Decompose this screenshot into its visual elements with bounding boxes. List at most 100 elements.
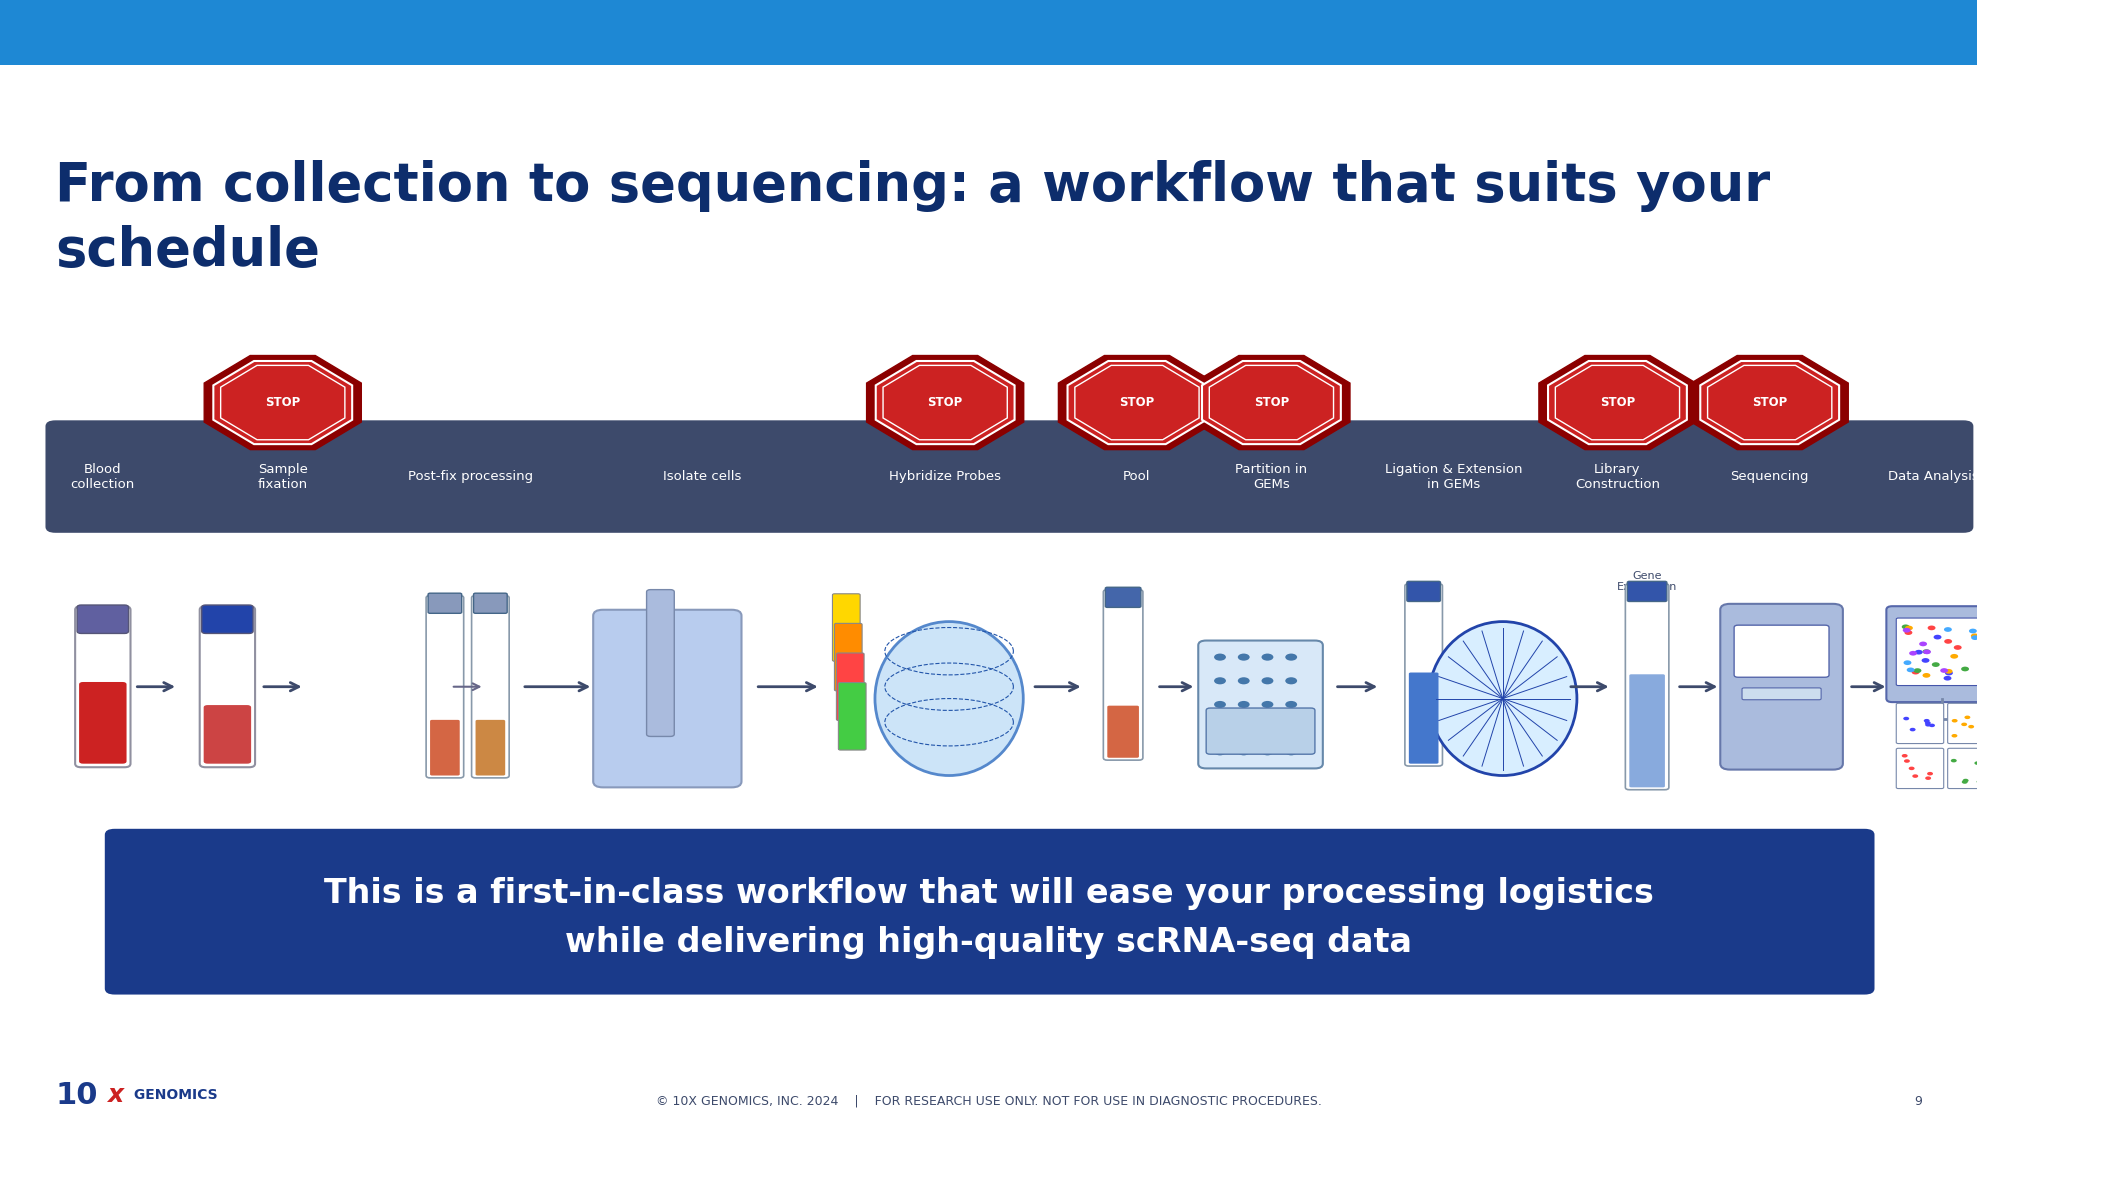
Text: Partition in
GEMs: Partition in GEMs — [1236, 463, 1308, 490]
FancyBboxPatch shape — [1108, 706, 1139, 758]
FancyBboxPatch shape — [476, 720, 505, 776]
FancyBboxPatch shape — [836, 654, 863, 720]
Circle shape — [1902, 624, 1910, 629]
FancyBboxPatch shape — [0, 0, 1978, 65]
FancyBboxPatch shape — [1887, 606, 1996, 702]
FancyBboxPatch shape — [1895, 748, 1944, 789]
Text: GENOMICS: GENOMICS — [128, 1088, 217, 1102]
Circle shape — [1946, 670, 1952, 675]
Circle shape — [1950, 654, 1959, 658]
Text: Sequencing: Sequencing — [1731, 470, 1809, 483]
FancyBboxPatch shape — [1104, 590, 1144, 760]
Circle shape — [1914, 650, 1923, 655]
Circle shape — [1927, 625, 1935, 630]
Circle shape — [1921, 658, 1929, 663]
Text: © 10X GENOMICS, INC. 2024    |    FOR RESEARCH USE ONLY. NOT FOR USE IN DIAGNOST: © 10X GENOMICS, INC. 2024 | FOR RESEARCH… — [655, 1095, 1323, 1107]
Polygon shape — [1192, 355, 1350, 450]
FancyBboxPatch shape — [474, 593, 508, 613]
Circle shape — [1944, 669, 1952, 674]
FancyBboxPatch shape — [200, 606, 255, 767]
Circle shape — [1906, 668, 1914, 673]
FancyBboxPatch shape — [472, 596, 510, 778]
Polygon shape — [1691, 355, 1849, 450]
FancyBboxPatch shape — [1948, 748, 1994, 789]
FancyBboxPatch shape — [1630, 675, 1666, 787]
FancyBboxPatch shape — [1409, 673, 1438, 764]
Circle shape — [1925, 723, 1931, 727]
Text: STOP: STOP — [265, 397, 301, 408]
FancyBboxPatch shape — [1895, 703, 1944, 744]
FancyBboxPatch shape — [1407, 581, 1441, 601]
Circle shape — [1961, 722, 1967, 726]
Circle shape — [1213, 748, 1226, 755]
Text: x: x — [107, 1083, 122, 1107]
Text: Gene
Expression
Library: Gene Expression Library — [1617, 571, 1676, 604]
Text: Pool: Pool — [1122, 470, 1150, 483]
FancyBboxPatch shape — [430, 720, 459, 776]
Circle shape — [1914, 668, 1921, 673]
Polygon shape — [1700, 361, 1839, 444]
Circle shape — [1238, 677, 1249, 684]
Text: STOP: STOP — [1253, 397, 1289, 408]
Circle shape — [1971, 633, 1980, 638]
Circle shape — [1980, 765, 1986, 768]
Circle shape — [1910, 728, 1916, 732]
Text: while delivering high-quality scRNA-seq data: while delivering high-quality scRNA-seq … — [564, 926, 1413, 959]
FancyBboxPatch shape — [832, 594, 859, 662]
Circle shape — [1285, 654, 1297, 661]
Text: 9: 9 — [1914, 1095, 1923, 1107]
Circle shape — [1933, 635, 1942, 639]
Circle shape — [1213, 701, 1226, 708]
Polygon shape — [1068, 361, 1207, 444]
Circle shape — [1971, 636, 1980, 641]
Polygon shape — [1539, 355, 1695, 450]
Circle shape — [1975, 761, 1980, 765]
Polygon shape — [1203, 361, 1342, 444]
Circle shape — [1954, 645, 1961, 650]
Circle shape — [1238, 654, 1249, 661]
Circle shape — [1969, 629, 1978, 633]
Text: Hybridize Probes: Hybridize Probes — [889, 470, 1000, 483]
Text: Data Analysis: Data Analysis — [1889, 470, 1980, 483]
Circle shape — [1927, 772, 1933, 776]
Text: schedule: schedule — [55, 225, 320, 277]
Circle shape — [1261, 748, 1274, 755]
Polygon shape — [213, 361, 352, 444]
Ellipse shape — [874, 622, 1024, 776]
Text: Library
Construction: Library Construction — [1575, 463, 1660, 490]
FancyBboxPatch shape — [425, 596, 463, 778]
Circle shape — [1925, 721, 1931, 725]
Circle shape — [1952, 734, 1956, 738]
Circle shape — [1923, 650, 1931, 655]
Circle shape — [1923, 649, 1931, 654]
FancyBboxPatch shape — [594, 610, 741, 787]
Circle shape — [1963, 780, 1967, 784]
Polygon shape — [876, 361, 1015, 444]
FancyBboxPatch shape — [46, 420, 1973, 533]
Circle shape — [1925, 777, 1931, 780]
Circle shape — [1213, 677, 1226, 684]
Circle shape — [1982, 731, 1988, 734]
Circle shape — [1910, 651, 1916, 656]
FancyBboxPatch shape — [1895, 618, 1988, 686]
FancyBboxPatch shape — [1207, 708, 1314, 754]
Circle shape — [1238, 725, 1249, 732]
Polygon shape — [1059, 355, 1215, 450]
FancyBboxPatch shape — [1948, 703, 1994, 744]
Text: This is a first-in-class workflow that will ease your processing logistics: This is a first-in-class workflow that w… — [324, 876, 1653, 909]
FancyBboxPatch shape — [1733, 625, 1828, 677]
Circle shape — [1285, 701, 1297, 708]
FancyBboxPatch shape — [647, 590, 674, 736]
FancyBboxPatch shape — [78, 605, 128, 633]
FancyBboxPatch shape — [1742, 688, 1822, 700]
Circle shape — [1931, 662, 1940, 667]
FancyBboxPatch shape — [1106, 587, 1141, 607]
FancyBboxPatch shape — [202, 605, 253, 633]
Circle shape — [1902, 628, 1910, 632]
Text: 10: 10 — [55, 1081, 97, 1109]
Circle shape — [1238, 748, 1249, 755]
Circle shape — [1950, 759, 1956, 762]
Circle shape — [1213, 725, 1226, 732]
Text: From collection to sequencing: a workflow that suits your: From collection to sequencing: a workflo… — [55, 160, 1771, 212]
Text: STOP: STOP — [927, 397, 962, 408]
